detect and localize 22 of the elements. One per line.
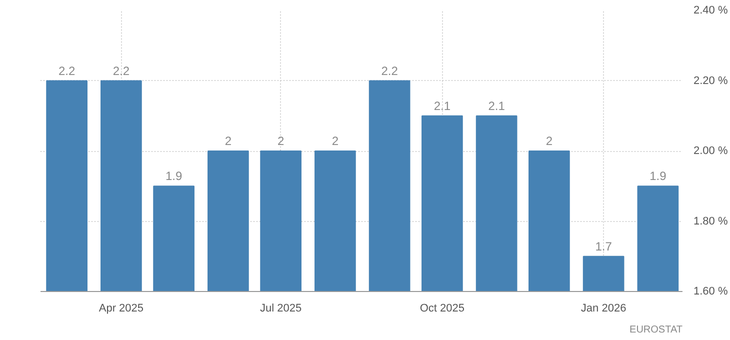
x-tick-label: Jul 2025 <box>260 302 302 314</box>
data-label: 2.2 <box>112 64 130 78</box>
x-tick-label: Apr 2025 <box>98 302 144 314</box>
text: EUROSTAT <box>630 324 683 336</box>
x-tick-label: Jan 2026 <box>580 302 626 314</box>
x-tick-label: Oct 2025 <box>420 302 465 314</box>
y-tick-label: 2.40 % <box>694 4 728 16</box>
y-tick-label: 1.60 % <box>694 286 728 298</box>
y-tick-label: 1.80 % <box>694 215 728 228</box>
data-label: 2.2 <box>58 64 76 78</box>
data-label: 2.1 <box>434 98 451 113</box>
y-tick-label: 2.20 % <box>694 74 728 87</box>
data-label: 2 <box>277 134 284 148</box>
data-label: 1.7 <box>595 239 612 254</box>
data-label: 2.2 <box>381 64 398 78</box>
data-label: 2.1 <box>488 98 506 113</box>
data-label: 1.9 <box>650 169 667 184</box>
y-tick-label: 2.00 % <box>694 145 728 157</box>
data-label: 1.9 <box>165 169 182 184</box>
data-label: 2 <box>224 134 232 148</box>
data-label: 2 <box>546 134 553 148</box>
data-label: 2 <box>332 134 339 148</box>
